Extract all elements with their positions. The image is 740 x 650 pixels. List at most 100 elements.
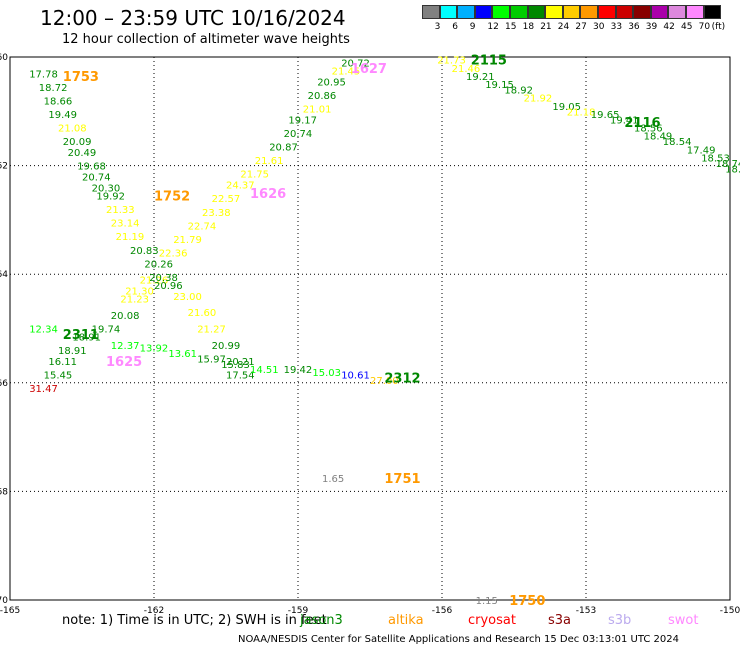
wave-height-value: 18.49 [644, 132, 673, 143]
wave-height-value: 27.00 [370, 376, 399, 387]
wave-height-value: 21.79 [173, 235, 202, 246]
wave-height-value: 20.49 [68, 148, 97, 159]
wave-height-value: 21.61 [255, 156, 284, 167]
legend-swatch [685, 5, 704, 19]
pass-time-label: 1626 [250, 187, 286, 202]
lat-tick-label: -66 [0, 379, 8, 389]
satellite-label-jason3: jason3 [300, 613, 343, 628]
wave-height-value: 19.15 [485, 80, 514, 91]
legend-unit: (ft) [711, 22, 726, 32]
wave-height-value: 22.74 [188, 221, 217, 232]
satellite-label-s3b: s3b [608, 613, 632, 628]
wave-height-value: 10.61 [341, 371, 370, 382]
wave-height-value: 21.08 [58, 124, 87, 135]
wave-height-value: 23.14 [111, 219, 140, 230]
wave-height-value: 21.23 [120, 295, 149, 306]
wave-height-value: 23.38 [202, 208, 231, 219]
wave-height-value: 18.53 [701, 153, 730, 164]
wave-height-value: 21.92 [524, 94, 553, 105]
legend-tick-labels: 3 6 9 12 15 18 21 24 27 30 33 36 39 42 45 70 (ft) [422, 22, 740, 36]
lon-tick-label: -165 [0, 606, 20, 616]
wave-height-value: 15.97 [197, 354, 226, 365]
page-title: 12:00 – 23:59 UTC 10/16/2024 [40, 6, 346, 30]
lat-tick-label: -64 [0, 270, 8, 280]
wave-height-value: 19.65 [591, 110, 620, 121]
wave-height-value: 24.37 [226, 181, 255, 192]
wave-height-value: 21.75 [240, 170, 269, 181]
wave-height-value: 18.91 [58, 346, 87, 357]
legend-tick: 9 [469, 22, 476, 32]
wave-height-value: 20.30 [92, 183, 121, 194]
wave-height-value: 20.08 [111, 311, 140, 322]
legend-swatch [562, 5, 581, 19]
legend-tick: 36 [628, 22, 640, 32]
legend-tick: 42 [663, 22, 675, 32]
pass-time-label: 2311 [63, 328, 99, 343]
legend-swatch [545, 5, 563, 19]
wave-height-value: 17.49 [687, 145, 716, 156]
legend-tick: 3 [434, 22, 441, 32]
wave-height-value: 20.74 [82, 172, 111, 183]
legend-tick: 27 [575, 22, 587, 32]
legend-tick: 30 [593, 22, 605, 32]
wave-height-value: 20.21 [226, 357, 255, 368]
wave-height-value: 21.26 [140, 276, 169, 287]
wave-height-value: 21.46 [452, 64, 481, 75]
wave-height-value: 13.92 [140, 344, 169, 355]
wave-height-value: 19.41 [610, 115, 639, 126]
wave-height-value: 18.92 [504, 86, 533, 97]
wave-height-value: 21.19 [116, 232, 145, 243]
wave-height-value: 20.26 [144, 259, 173, 270]
legend-tick: 21 [540, 22, 552, 32]
lat-tick-label: -60 [0, 53, 8, 63]
wave-height-value: 21.33 [106, 205, 135, 216]
wave-height-value: 20.83 [130, 246, 159, 257]
lon-tick-label: -162 [144, 606, 164, 616]
legend-tick: 12 [487, 22, 499, 32]
wave-height-value: 20.87 [269, 143, 298, 154]
wave-height-value: 16.11 [48, 357, 77, 368]
legend-swatch [474, 5, 493, 19]
pass-time-label: 2312 [384, 371, 420, 386]
wave-height-value: 21.27 [197, 325, 226, 336]
page-subtitle: 12 hour collection of altimeter wave hei… [62, 32, 350, 47]
wave-height-value: 18.91 [72, 333, 101, 344]
legend-tick: 33 [610, 22, 623, 32]
wave-height-value: 15.03 [312, 368, 341, 379]
wave-height-value: 21.30 [125, 286, 154, 297]
lon-tick-label: -156 [432, 606, 453, 616]
wave-height-value: 22.36 [159, 248, 188, 259]
wave-height-value: 23.00 [173, 292, 202, 303]
wave-height-value: 14.51 [250, 365, 279, 376]
wave-height-value: 21.45 [332, 67, 361, 78]
legend-tick: 70 [698, 22, 711, 32]
legend-swatch [668, 5, 686, 19]
color-legend [422, 5, 722, 19]
legend-tick: 15 [505, 22, 517, 32]
legend-swatch [633, 5, 651, 19]
wave-height-value: 22.57 [212, 194, 241, 205]
legend-swatch [580, 5, 598, 19]
wave-height-value: 19.68 [77, 162, 106, 173]
wave-height-value: 20.09 [63, 137, 92, 148]
legend-tick: 39 [645, 22, 658, 32]
pass-time-label: 1753 [63, 70, 99, 85]
wave-height-value: 20.72 [341, 58, 370, 69]
legend-swatch [597, 5, 616, 19]
lat-tick-label: -70 [0, 596, 8, 606]
wave-height-value: 21.73 [437, 56, 466, 67]
satellite-label-cryosat: cryosat [468, 613, 516, 628]
footer-credit: NOAA/NESDIS Center for Satellite Applica… [238, 634, 680, 645]
pass-time-label: 1625 [106, 355, 142, 370]
wave-height-value: 18.66 [44, 96, 73, 107]
wave-height-value: 1.15 [476, 596, 498, 607]
legend-swatch [509, 5, 528, 19]
wave-height-value: 17.78 [29, 69, 58, 80]
wave-height-value: 19.17 [288, 115, 317, 126]
lon-tick-label: -153 [576, 606, 596, 616]
wave-height-value: 15.83 [221, 360, 250, 371]
wave-height-value: 1.65 [322, 474, 344, 485]
wave-height-value: 15.45 [44, 371, 73, 382]
lon-tick-label: -159 [288, 606, 309, 616]
